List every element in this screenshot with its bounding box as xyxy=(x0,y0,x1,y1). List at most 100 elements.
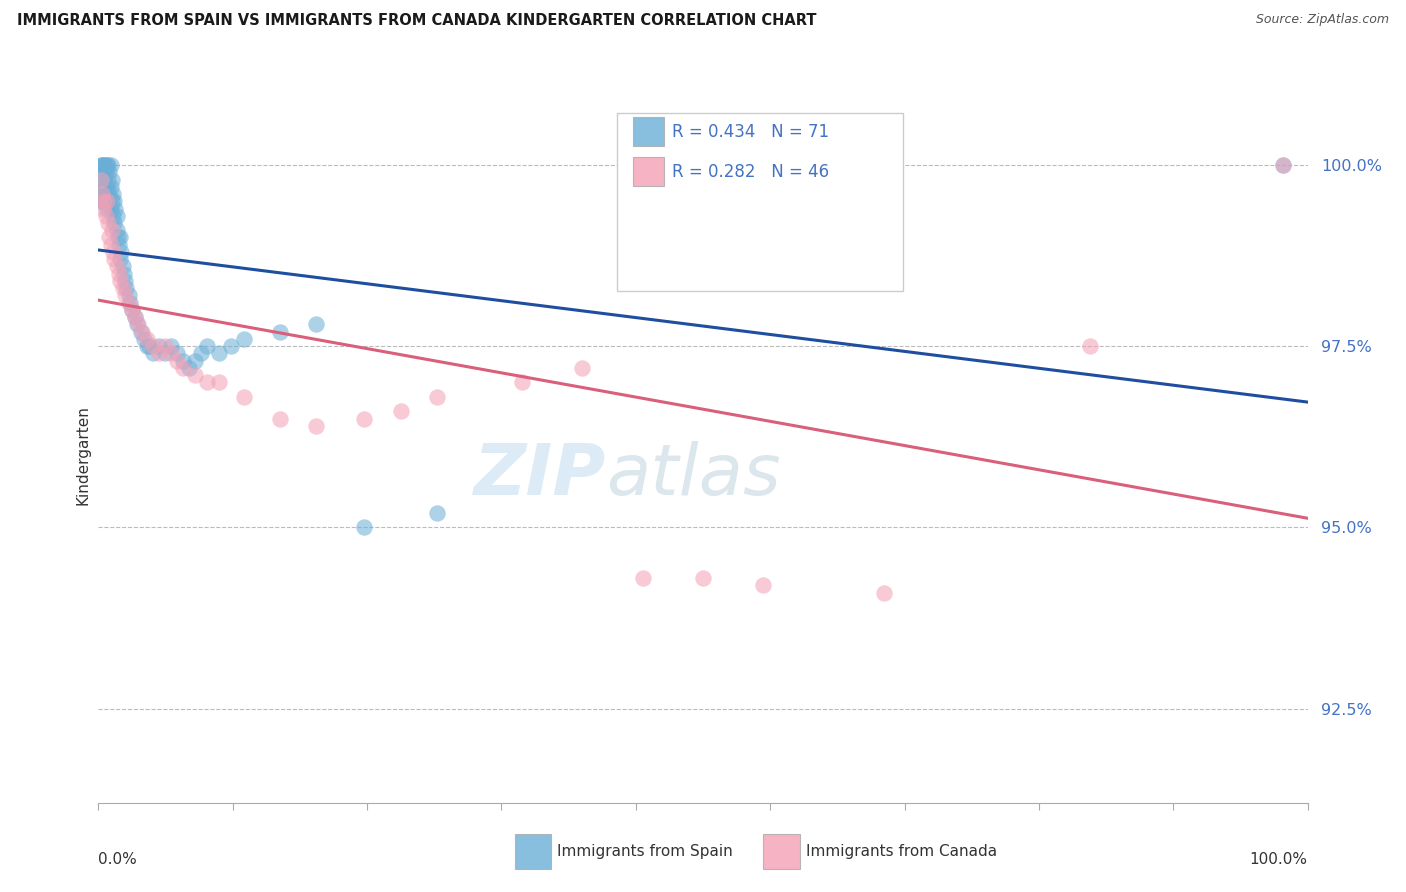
Point xyxy=(98,187,121,202)
Point xyxy=(105,209,128,223)
Point xyxy=(172,361,194,376)
Point xyxy=(426,390,449,404)
Point xyxy=(353,411,375,425)
Point xyxy=(108,230,131,244)
Point xyxy=(134,332,156,346)
Point xyxy=(160,339,183,353)
Point xyxy=(115,281,138,295)
Point xyxy=(752,578,775,592)
Point xyxy=(105,223,128,237)
Text: R = 0.434   N = 71: R = 0.434 N = 71 xyxy=(672,122,830,141)
Point xyxy=(112,267,135,281)
Point xyxy=(108,237,131,252)
Point xyxy=(426,506,449,520)
Point xyxy=(98,165,121,179)
Point xyxy=(232,390,254,404)
Text: atlas: atlas xyxy=(606,442,780,510)
Point xyxy=(107,230,129,244)
Point xyxy=(90,179,112,194)
Point xyxy=(232,332,254,346)
Point xyxy=(103,252,125,267)
Point xyxy=(97,158,120,172)
Point xyxy=(127,318,149,332)
Text: R = 0.282   N = 46: R = 0.282 N = 46 xyxy=(672,162,830,181)
Point xyxy=(100,202,122,216)
Point xyxy=(195,339,218,353)
Point xyxy=(103,216,125,230)
Point xyxy=(118,288,141,302)
Point xyxy=(160,346,183,360)
Point xyxy=(101,187,124,202)
Point xyxy=(389,404,412,418)
Point xyxy=(166,346,188,360)
Point xyxy=(118,295,141,310)
Point xyxy=(118,295,141,310)
Point xyxy=(1272,158,1295,172)
Point xyxy=(96,194,118,209)
Point xyxy=(108,252,131,267)
Y-axis label: Kindergarten: Kindergarten xyxy=(75,405,90,505)
Point xyxy=(100,158,122,172)
Point xyxy=(101,245,124,260)
Point xyxy=(172,353,194,368)
Point xyxy=(100,223,122,237)
Point xyxy=(114,274,136,288)
Point xyxy=(111,260,134,274)
Point xyxy=(195,376,218,390)
Point xyxy=(184,353,207,368)
Point xyxy=(93,179,115,194)
Text: 0.0%: 0.0% xyxy=(98,852,138,866)
Point xyxy=(91,194,114,209)
Point xyxy=(571,361,593,376)
Point xyxy=(184,368,207,383)
Point xyxy=(97,216,120,230)
Text: ZIP: ZIP xyxy=(474,442,606,510)
Point xyxy=(166,353,188,368)
Text: Source: ZipAtlas.com: Source: ZipAtlas.com xyxy=(1256,13,1389,27)
Point xyxy=(96,202,118,216)
Point xyxy=(131,325,153,339)
Point xyxy=(135,339,157,353)
Point xyxy=(269,411,291,425)
Point xyxy=(208,346,231,360)
Point xyxy=(94,209,117,223)
Point xyxy=(305,318,328,332)
Point xyxy=(94,165,117,179)
Point xyxy=(138,339,160,353)
Point xyxy=(104,202,127,216)
Point xyxy=(108,274,131,288)
Point xyxy=(96,179,118,194)
Point xyxy=(100,172,122,186)
Point xyxy=(153,346,176,360)
Point xyxy=(124,310,146,325)
Point xyxy=(142,339,165,353)
Point xyxy=(97,172,120,186)
Point xyxy=(177,361,201,376)
Point xyxy=(90,158,112,172)
Point xyxy=(873,585,896,599)
Point xyxy=(91,165,114,179)
Point xyxy=(190,346,212,360)
Point xyxy=(111,281,134,295)
Point xyxy=(208,376,231,390)
Point xyxy=(91,158,114,172)
Point xyxy=(129,325,152,339)
Point xyxy=(142,346,165,360)
Point xyxy=(98,230,121,244)
Point xyxy=(100,237,122,252)
Point xyxy=(121,303,143,318)
Point xyxy=(114,288,136,302)
Point xyxy=(103,194,125,209)
Point xyxy=(94,158,117,172)
Point xyxy=(90,172,112,186)
Point xyxy=(105,260,128,274)
Point xyxy=(124,310,146,325)
Point xyxy=(692,571,714,585)
Point xyxy=(91,187,114,202)
Point xyxy=(121,303,143,318)
Text: Immigrants from Canada: Immigrants from Canada xyxy=(806,844,997,859)
Point xyxy=(510,376,533,390)
Point xyxy=(110,245,132,260)
Point xyxy=(631,571,654,585)
Point xyxy=(1272,158,1295,172)
